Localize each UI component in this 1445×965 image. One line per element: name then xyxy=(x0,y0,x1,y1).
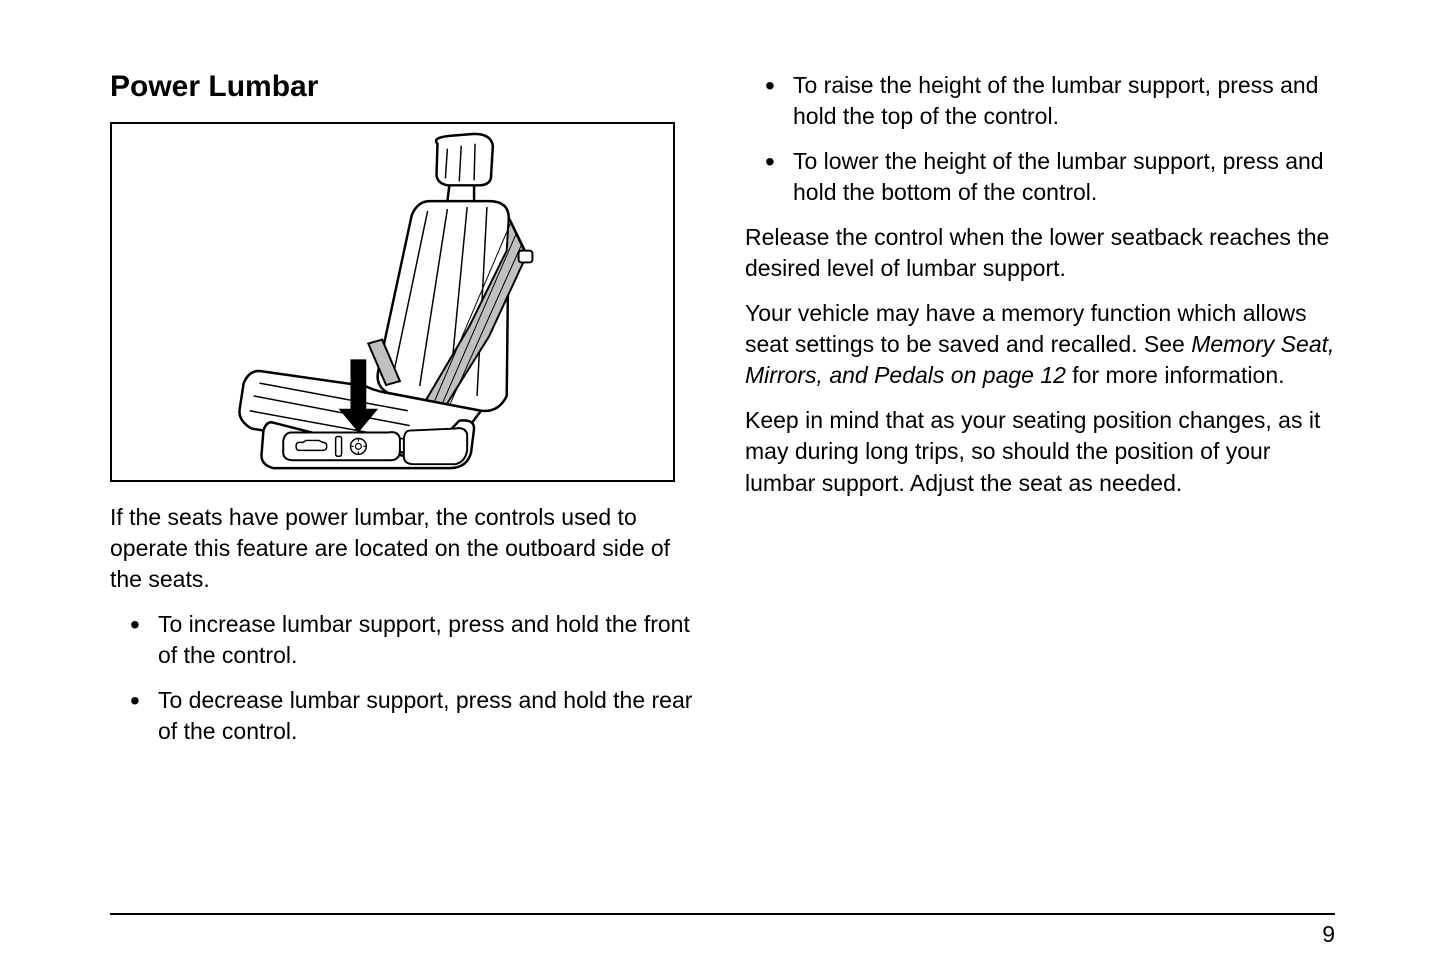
page-content: Power Lumbar xyxy=(110,70,1335,860)
para2-suffix: for more information. xyxy=(1066,362,1285,388)
intro-paragraph: If the seats have power lumbar, the cont… xyxy=(110,502,700,595)
right-column: To raise the height of the lumbar suppor… xyxy=(745,70,1335,860)
list-item: To lower the height of the lumbar suppor… xyxy=(773,146,1335,208)
list-item: To decrease lumbar support, press and ho… xyxy=(138,685,700,747)
section-heading: Power Lumbar xyxy=(110,70,700,104)
page-number: 9 xyxy=(1322,921,1335,948)
left-column: Power Lumbar xyxy=(110,70,700,860)
paragraph-memory: Your vehicle may have a memory function … xyxy=(745,298,1335,391)
page-footer: 9 xyxy=(110,913,1335,915)
seat-illustration xyxy=(110,122,675,482)
list-item: To raise the height of the lumbar suppor… xyxy=(773,70,1335,132)
footer-divider xyxy=(110,913,1335,915)
right-bullet-list: To raise the height of the lumbar suppor… xyxy=(745,70,1335,208)
list-item: To increase lumbar support, press and ho… xyxy=(138,609,700,671)
paragraph-release: Release the control when the lower seatb… xyxy=(745,222,1335,284)
paragraph-adjust: Keep in mind that as your seating positi… xyxy=(745,405,1335,498)
left-bullet-list: To increase lumbar support, press and ho… xyxy=(110,609,700,747)
car-seat-diagram xyxy=(112,124,673,480)
